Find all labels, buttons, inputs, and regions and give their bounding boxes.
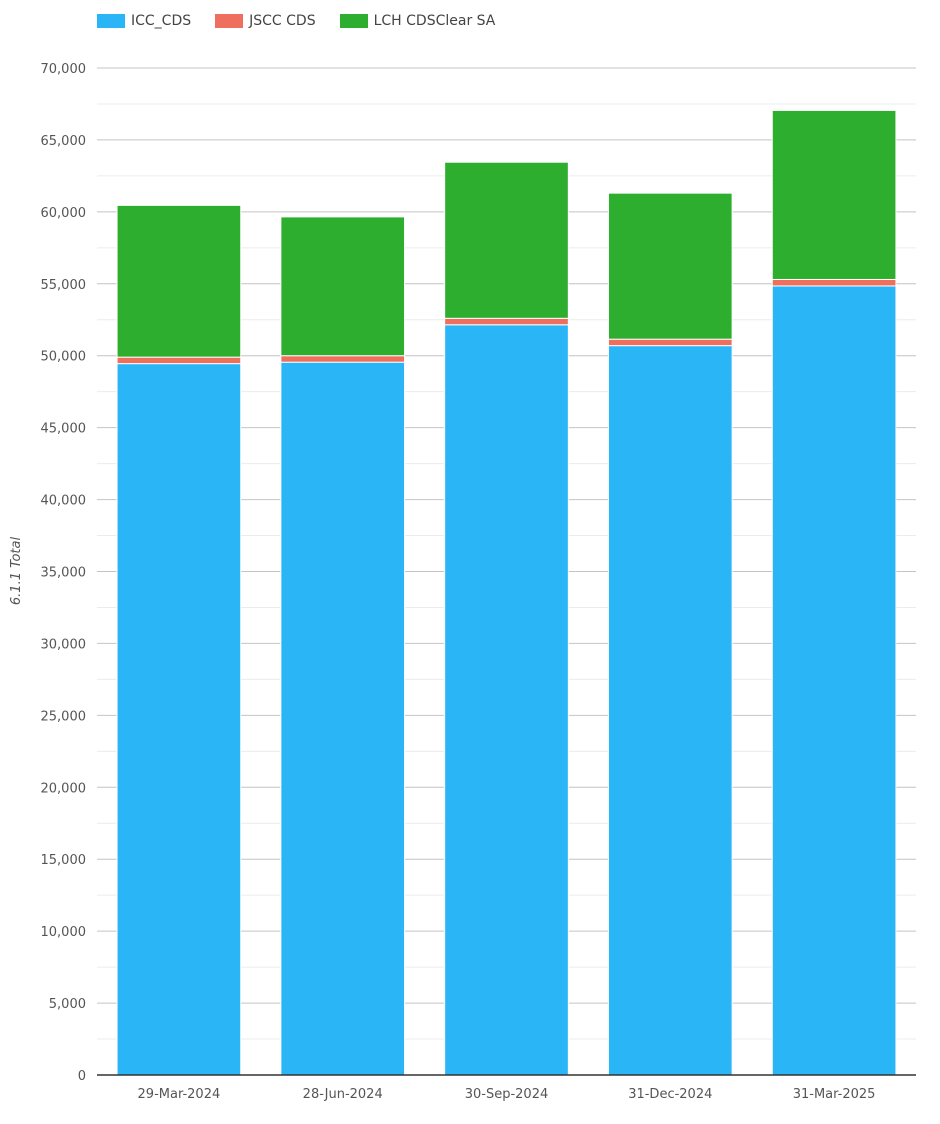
bar-segment-icc-cds-2[interactable]	[280, 361, 406, 1076]
y-tick-label: 30,000	[41, 637, 87, 652]
x-tick-label: 31-Mar-2025	[793, 1087, 876, 1102]
bar-segment-icc-cds-5[interactable]	[771, 285, 897, 1076]
x-tick-labels: 29-Mar-2024 28-Jun-2024 30-Sep-2024 31-Dec-…	[138, 1087, 876, 1102]
bar-segment-jscc-cds-1[interactable]	[116, 356, 242, 365]
bar-segment-lch-cdsclear-sa-1[interactable]	[116, 204, 242, 358]
y-tick-label: 45,000	[41, 422, 87, 437]
legend-label-jscc-cds: JSCC CDS	[249, 13, 316, 29]
legend: ICC_CDS JSCC CDS LCH CDSClear SA	[97, 13, 519, 29]
y-tick-label: 50,000	[41, 350, 87, 365]
y-tick-label: 0	[78, 1069, 86, 1084]
bar-segment-icc-cds-3[interactable]	[444, 324, 569, 1076]
bar-segment-lch-cdsclear-sa-3[interactable]	[444, 161, 569, 319]
bar-segment-icc-cds-1[interactable]	[116, 363, 242, 1076]
bar-segment-jscc-cds-4[interactable]	[607, 338, 733, 347]
y-tick-labels: 0 5,000 10,000 15,000 20,000 25,000 30,000 35,0…	[41, 62, 87, 1084]
legend-item-jscc-cds[interactable]: JSCC CDS	[215, 13, 316, 29]
y-tick-label: 25,000	[41, 709, 87, 724]
x-tick-label: 29-Mar-2024	[138, 1087, 221, 1102]
legend-label-lch-cdsclear-sa: LCH CDSClear SA	[373, 13, 496, 29]
y-tick-label: 5,000	[49, 997, 86, 1012]
y-tick-label: 20,000	[41, 781, 87, 796]
y-tick-label: 55,000	[41, 278, 87, 293]
x-tick-label: 31-Dec-2024	[628, 1087, 712, 1102]
y-tick-label: 65,000	[41, 134, 87, 149]
y-tick-label: 15,000	[41, 853, 87, 868]
bar-segment-jscc-cds-2[interactable]	[280, 355, 406, 363]
y-tick-label: 70,000	[41, 62, 87, 77]
y-axis-label: 6.1.1 Total	[9, 537, 24, 606]
bar-segment-jscc-cds-3[interactable]	[444, 317, 569, 326]
bar-segment-lch-cdsclear-sa-4[interactable]	[607, 192, 733, 340]
bar-segment-icc-cds-4[interactable]	[607, 345, 733, 1076]
y-tick-label: 40,000	[41, 494, 87, 509]
legend-item-lch-cdsclear-sa[interactable]: LCH CDSClear SA	[339, 13, 496, 29]
legend-swatch-lch-cdsclear-sa	[339, 14, 368, 28]
legend-swatch-jscc-cds	[215, 14, 244, 28]
y-tick-label: 60,000	[41, 206, 87, 221]
legend-label-icc-cds: ICC_CDS	[131, 13, 192, 29]
bar-segment-lch-cdsclear-sa-5[interactable]	[771, 109, 897, 280]
legend-item-icc-cds[interactable]: ICC_CDS	[97, 13, 191, 29]
bars	[116, 109, 897, 1076]
bar-segment-lch-cdsclear-sa-2[interactable]	[280, 216, 406, 357]
y-tick-label: 10,000	[41, 925, 87, 940]
legend-swatch-icc-cds	[97, 14, 125, 28]
x-tick-label: 30-Sep-2024	[465, 1087, 549, 1102]
bar-segment-jscc-cds-5[interactable]	[771, 278, 897, 287]
x-tick-label: 28-Jun-2024	[303, 1087, 383, 1102]
y-tick-label: 35,000	[41, 566, 87, 581]
